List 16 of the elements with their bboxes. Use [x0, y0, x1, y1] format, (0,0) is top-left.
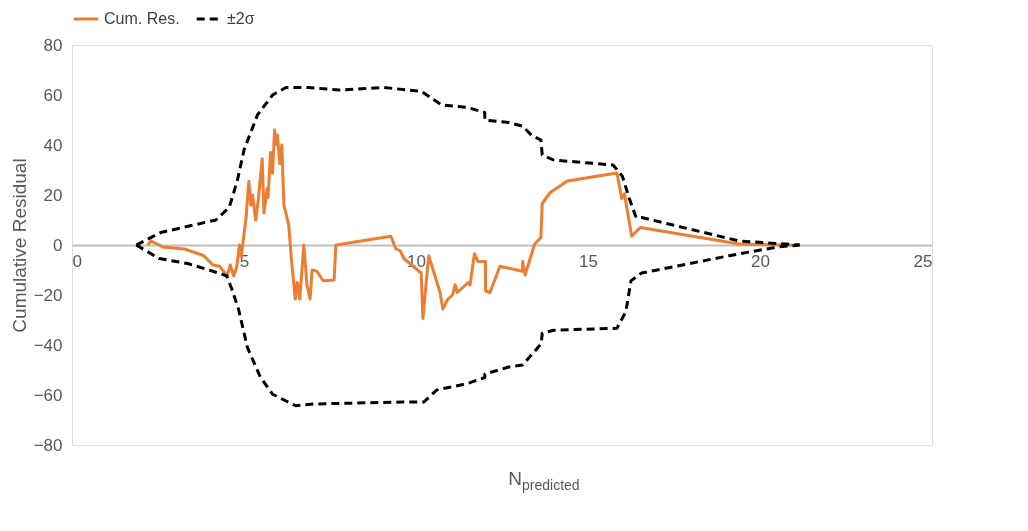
legend-label: ±2σ	[227, 10, 255, 27]
x-tick-label: 25	[913, 251, 933, 271]
x-tick-label: 15	[579, 251, 598, 271]
x-tick-label: 0	[72, 251, 82, 271]
legend-label: Cum. Res.	[104, 10, 180, 27]
y-tick-label: −80	[33, 435, 63, 455]
y-tick-label: −40	[33, 335, 63, 355]
y-tick-label: 60	[43, 85, 63, 105]
y-axis-title: Cumulative Residual	[8, 158, 30, 333]
y-tick-label: 80	[43, 35, 63, 55]
x-tick-label: 20	[751, 251, 770, 271]
y-tick-label: 40	[43, 135, 63, 155]
y-tick-label: 20	[43, 185, 63, 205]
y-tick-label: 0	[53, 235, 63, 255]
y-tick-label: −60	[33, 385, 63, 405]
y-tick-label: −20	[33, 285, 63, 305]
